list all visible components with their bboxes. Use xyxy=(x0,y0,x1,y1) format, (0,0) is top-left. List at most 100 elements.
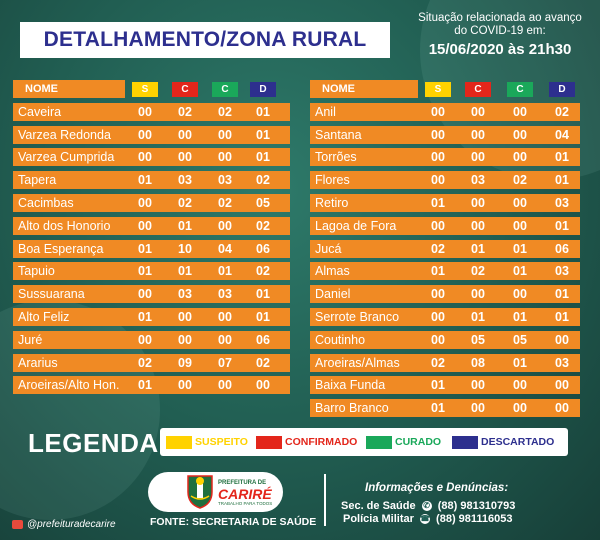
descartado-swatch xyxy=(452,435,478,449)
row-value-c: 00 xyxy=(471,287,485,302)
row-name: Tapera xyxy=(18,173,57,188)
row-value-s: 00 xyxy=(138,218,152,233)
row-value-d: 02 xyxy=(555,104,569,119)
row-value-s: 01 xyxy=(138,241,152,256)
city-emblem-icon xyxy=(187,475,213,509)
row-value-c: 02 xyxy=(471,264,485,279)
row-value-d: 05 xyxy=(256,195,270,210)
row-value-cu: 01 xyxy=(513,355,527,370)
row-name: Retiro xyxy=(315,195,349,210)
header-curado: C xyxy=(212,82,238,97)
row-value-s: 01 xyxy=(138,309,152,324)
row-value-d: 01 xyxy=(256,287,270,302)
row-value-d: 03 xyxy=(555,264,569,279)
row-value-cu: 00 xyxy=(218,309,232,324)
row-value-d: 01 xyxy=(256,150,270,165)
row-value-cu: 00 xyxy=(218,127,232,142)
row-value-s: 02 xyxy=(138,355,152,370)
row-value-d: 06 xyxy=(256,332,270,347)
info-policia: Polícia Militar ☎ (88) 981116053 xyxy=(343,513,513,525)
row-value-cu: 02 xyxy=(513,173,527,188)
row-name: Boa Esperança xyxy=(18,241,104,256)
row-value-s: 00 xyxy=(138,150,152,165)
sec-saude-phone: (88) 981310793 xyxy=(437,500,516,512)
row-value-c: 00 xyxy=(178,127,192,142)
table-row: Almas 01 02 01 03 xyxy=(310,262,580,281)
row-name: Jucá xyxy=(315,241,342,256)
table-row: Daniel 00 00 00 01 xyxy=(310,285,580,304)
row-name: Lagoa de Fora xyxy=(315,218,397,233)
row-name: Aroeiras/Alto Hon. xyxy=(18,378,120,393)
row-value-c: 00 xyxy=(471,104,485,119)
row-value-s: 01 xyxy=(431,378,445,393)
row-value-d: 02 xyxy=(256,355,270,370)
row-value-c: 00 xyxy=(178,309,192,324)
row-value-cu: 03 xyxy=(218,173,232,188)
row-value-c: 03 xyxy=(471,173,485,188)
logo-prefeitura: PREFEITURA DE xyxy=(218,480,267,486)
table-row: Ararius 02 09 07 02 xyxy=(13,353,290,372)
header-confirmado: C xyxy=(465,82,491,97)
row-value-cu: 00 xyxy=(218,150,232,165)
row-value-d: 03 xyxy=(555,355,569,370)
table-row: Boa Esperança 01 10 04 06 xyxy=(13,239,290,258)
row-name: Cacimbas xyxy=(18,195,74,210)
row-name: Alto dos Honorio xyxy=(18,218,111,233)
row-value-cu: 07 xyxy=(218,355,232,370)
row-value-s: 00 xyxy=(138,287,152,302)
row-value-c: 00 xyxy=(471,401,485,416)
info-title: Informações e Denúncias: xyxy=(365,482,509,494)
table-row: Coutinho 00 05 05 00 xyxy=(310,330,580,349)
table-row: Sussuarana 00 03 03 01 xyxy=(13,285,290,304)
row-value-cu: 02 xyxy=(218,104,232,119)
table-row: Alto Feliz 01 00 00 01 xyxy=(13,307,290,326)
suspeito-swatch xyxy=(166,435,192,449)
row-value-s: 02 xyxy=(431,241,445,256)
row-value-c: 01 xyxy=(471,241,485,256)
right-table: NOME S C C D Anil 00 00 00 02 Santana 00 00 00 04 Torrõ… xyxy=(310,80,580,418)
row-value-d: 03 xyxy=(555,195,569,210)
row-value-cu: 01 xyxy=(513,309,527,324)
status-line-1: Situação relacionada ao avanço xyxy=(418,12,582,24)
row-name: Juré xyxy=(18,332,43,347)
row-value-c: 00 xyxy=(471,127,485,142)
header-suspeito: S xyxy=(132,82,158,97)
whatsapp-icon: ✆ xyxy=(421,501,432,512)
row-value-c: 00 xyxy=(471,218,485,233)
header-nome: NOME xyxy=(13,80,125,98)
social-handle: @prefeituradecarire xyxy=(12,519,116,530)
social-text: @prefeituradecarire xyxy=(27,519,116,530)
row-value-cu: 00 xyxy=(513,401,527,416)
row-value-cu: 00 xyxy=(513,195,527,210)
row-value-cu: 03 xyxy=(218,287,232,302)
table-row: Juré 00 00 00 06 xyxy=(13,330,290,349)
instagram-icon xyxy=(12,520,23,529)
row-name: Daniel xyxy=(315,287,351,302)
row-value-cu: 05 xyxy=(513,332,527,347)
row-value-cu: 01 xyxy=(513,264,527,279)
row-value-c: 05 xyxy=(471,332,485,347)
table-row: Cacimbas 00 02 02 05 xyxy=(13,193,290,212)
sec-saude-label: Sec. de Saúde xyxy=(341,500,416,512)
suspeito-label: SUSPEITO xyxy=(195,436,248,448)
legend-descartado: DESCARTADO xyxy=(452,435,554,449)
row-name: Ararius xyxy=(18,355,58,370)
logo-background xyxy=(148,472,283,512)
row-value-cu: 00 xyxy=(218,378,232,393)
header-descartado: D xyxy=(250,82,276,97)
row-name: Alto Feliz xyxy=(18,309,70,324)
row-value-c: 00 xyxy=(178,332,192,347)
row-name: Almas xyxy=(315,264,350,279)
row-value-cu: 00 xyxy=(218,332,232,347)
row-name: Baixa Funda xyxy=(315,378,386,393)
row-value-s: 01 xyxy=(138,173,152,188)
header-suspeito: S xyxy=(425,82,451,97)
row-value-d: 01 xyxy=(555,309,569,324)
row-value-d: 00 xyxy=(555,378,569,393)
row-value-d: 06 xyxy=(256,241,270,256)
legend-confirmado: CONFIRMADO xyxy=(256,435,357,449)
row-value-d: 01 xyxy=(256,309,270,324)
curado-label: CURADO xyxy=(395,436,442,448)
descartado-label: DESCARTADO xyxy=(481,436,555,448)
